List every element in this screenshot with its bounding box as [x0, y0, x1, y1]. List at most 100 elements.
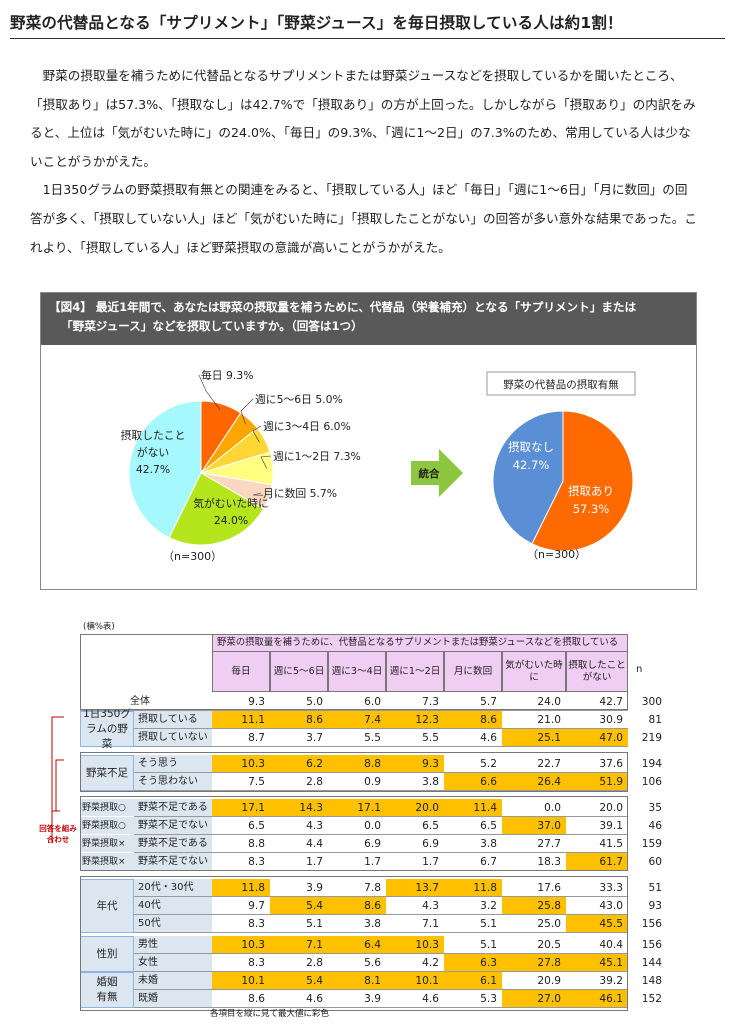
slice-label-0: 毎日 9.3% — [201, 369, 253, 382]
row-label-1: 摂取している — [134, 711, 212, 729]
right-pie-title-frame — [486, 371, 636, 396]
cell-5-4: 11.4 — [444, 799, 502, 817]
cell-n-5: 35 — [648, 802, 662, 814]
pie-charts: 毎日 9.3%週に5～6日 5.0% 週に3～4日 6.0% 週に1～2日 7.3%… — [121, 369, 636, 563]
slice-label-1: 週に5～6日 5.0% — [255, 393, 343, 406]
cell-13-6: 45.1 — [566, 954, 628, 972]
cell-n-11: 156 — [641, 918, 662, 930]
row-divider — [80, 834, 628, 835]
cell-n-10: 93 — [648, 900, 662, 912]
column-header-6: 摂取したことがない — [566, 652, 628, 692]
cell-15-5: 27.0 — [502, 990, 566, 1008]
cell-9-2: 7.8 — [364, 882, 381, 894]
cell-n-8: 60 — [648, 856, 662, 868]
cell-8-6: 61.7 — [566, 853, 628, 871]
cell-1-1: 8.6 — [270, 711, 328, 729]
cell-1-3: 12.3 — [386, 711, 444, 729]
row-label-6: 野菜不足でない — [134, 817, 212, 835]
row-label-4: そう思わない — [134, 773, 212, 791]
cell-8-4: 6.7 — [480, 856, 497, 868]
cell-10-3: 4.3 — [422, 900, 439, 912]
merge-arrow-shape — [411, 449, 463, 497]
cell-n-3: 194 — [641, 758, 662, 770]
cell-3-6: 37.6 — [599, 758, 623, 770]
cell-n-13: 144 — [641, 957, 662, 969]
table-frame-0 — [80, 634, 628, 710]
cell-1-2: 7.4 — [328, 711, 386, 729]
row-divider — [80, 746, 628, 747]
cell-n-0: 300 — [641, 696, 662, 708]
cell-8-1: 1.7 — [306, 856, 323, 868]
cell-2-6: 47.0 — [566, 729, 628, 747]
row-label-2: 摂取していない — [134, 729, 212, 747]
cell-9-5: 17.6 — [537, 882, 561, 894]
slice-label-6: 摂取したことがない 42.7% — [121, 428, 186, 476]
cell-5-6: 20.0 — [599, 802, 623, 814]
row-label-14: 未婚 — [134, 972, 212, 990]
cell-0-3: 7.3 — [422, 696, 439, 708]
cell-6-2: 0.0 — [364, 820, 381, 832]
cell-7-0: 8.8 — [248, 838, 265, 850]
row-label-15: 既婚 — [134, 990, 212, 1008]
cell-11-3: 7.1 — [422, 918, 439, 930]
row-label-10: 40代 — [134, 897, 212, 915]
cell-3-5: 22.7 — [537, 758, 561, 770]
row-divider — [80, 914, 628, 915]
cell-15-3: 4.6 — [422, 993, 439, 1005]
cell-14-3: 10.1 — [386, 972, 444, 990]
column-header-3: 週に1～2日 — [386, 652, 444, 692]
cell-13-4: 6.3 — [444, 954, 502, 972]
cell-9-3: 13.7 — [386, 879, 444, 897]
cell-0-6: 42.7 — [599, 696, 623, 708]
cell-1-0: 11.1 — [212, 711, 270, 729]
cell-7-3: 6.9 — [422, 838, 439, 850]
cell-2-0: 8.7 — [248, 732, 265, 744]
leader-line-3 — [260, 455, 272, 469]
cell-n-12: 156 — [641, 939, 662, 951]
cell-0-0: 9.3 — [248, 696, 265, 708]
table-frame-2 — [80, 796, 628, 871]
row-label-0: 全体 — [130, 696, 150, 707]
row-label-9: 20代・30代 — [134, 879, 212, 897]
cell-0-4: 5.7 — [480, 696, 497, 708]
combo-note: 回答を組み合わせ — [39, 824, 77, 844]
cell-n-15: 152 — [641, 993, 662, 1005]
cell-14-4: 6.1 — [444, 972, 502, 990]
row-divider — [80, 953, 628, 954]
cell-5-3: 20.0 — [386, 799, 444, 817]
right-pie-title: 野菜の代替品の摂取有無 — [503, 378, 619, 391]
row-divider — [80, 790, 628, 791]
cell-8-0: 8.3 — [248, 856, 265, 868]
cell-6-4: 6.5 — [480, 820, 497, 832]
row-divider — [80, 989, 628, 990]
combo-bracket-second — [55, 759, 64, 811]
cell-4-0: 7.5 — [248, 776, 265, 788]
cell-11-0: 8.3 — [248, 918, 265, 930]
cell-15-1: 4.6 — [306, 993, 323, 1005]
row-divider — [80, 772, 628, 773]
cell-12-4: 5.1 — [480, 939, 497, 951]
group-350g: 1日350グ ラムの野菜 — [80, 708, 134, 750]
cell-11-4: 5.1 — [480, 918, 497, 930]
table-frame-3 — [80, 876, 628, 1011]
cell-6-0: 6.5 — [248, 820, 265, 832]
cell-5-2: 17.1 — [328, 799, 386, 817]
cell-1-6: 30.9 — [599, 714, 623, 726]
cell-4-5: 26.4 — [502, 773, 566, 791]
row-divider — [80, 710, 628, 711]
cell-12-6: 40.4 — [599, 939, 623, 951]
cell-4-1: 2.8 — [306, 776, 323, 788]
right-pie-title-box: 野菜の代替品の摂取有無 — [486, 371, 636, 396]
row-divider — [80, 971, 628, 972]
combo-bracket-top — [51, 716, 64, 812]
row-label-7: 野菜不足である — [134, 835, 212, 853]
group-age: 年代 — [80, 879, 134, 933]
cell-8-3: 1.7 — [422, 856, 439, 868]
cell-3-4: 5.2 — [480, 758, 497, 770]
cell-14-1: 5.4 — [270, 972, 328, 990]
column-header-0: 毎日 — [212, 652, 270, 692]
row-label-11: 50代 — [134, 915, 212, 933]
row-divider — [80, 816, 628, 817]
row-divider — [80, 1007, 628, 1008]
cell-11-2: 3.8 — [364, 918, 381, 930]
